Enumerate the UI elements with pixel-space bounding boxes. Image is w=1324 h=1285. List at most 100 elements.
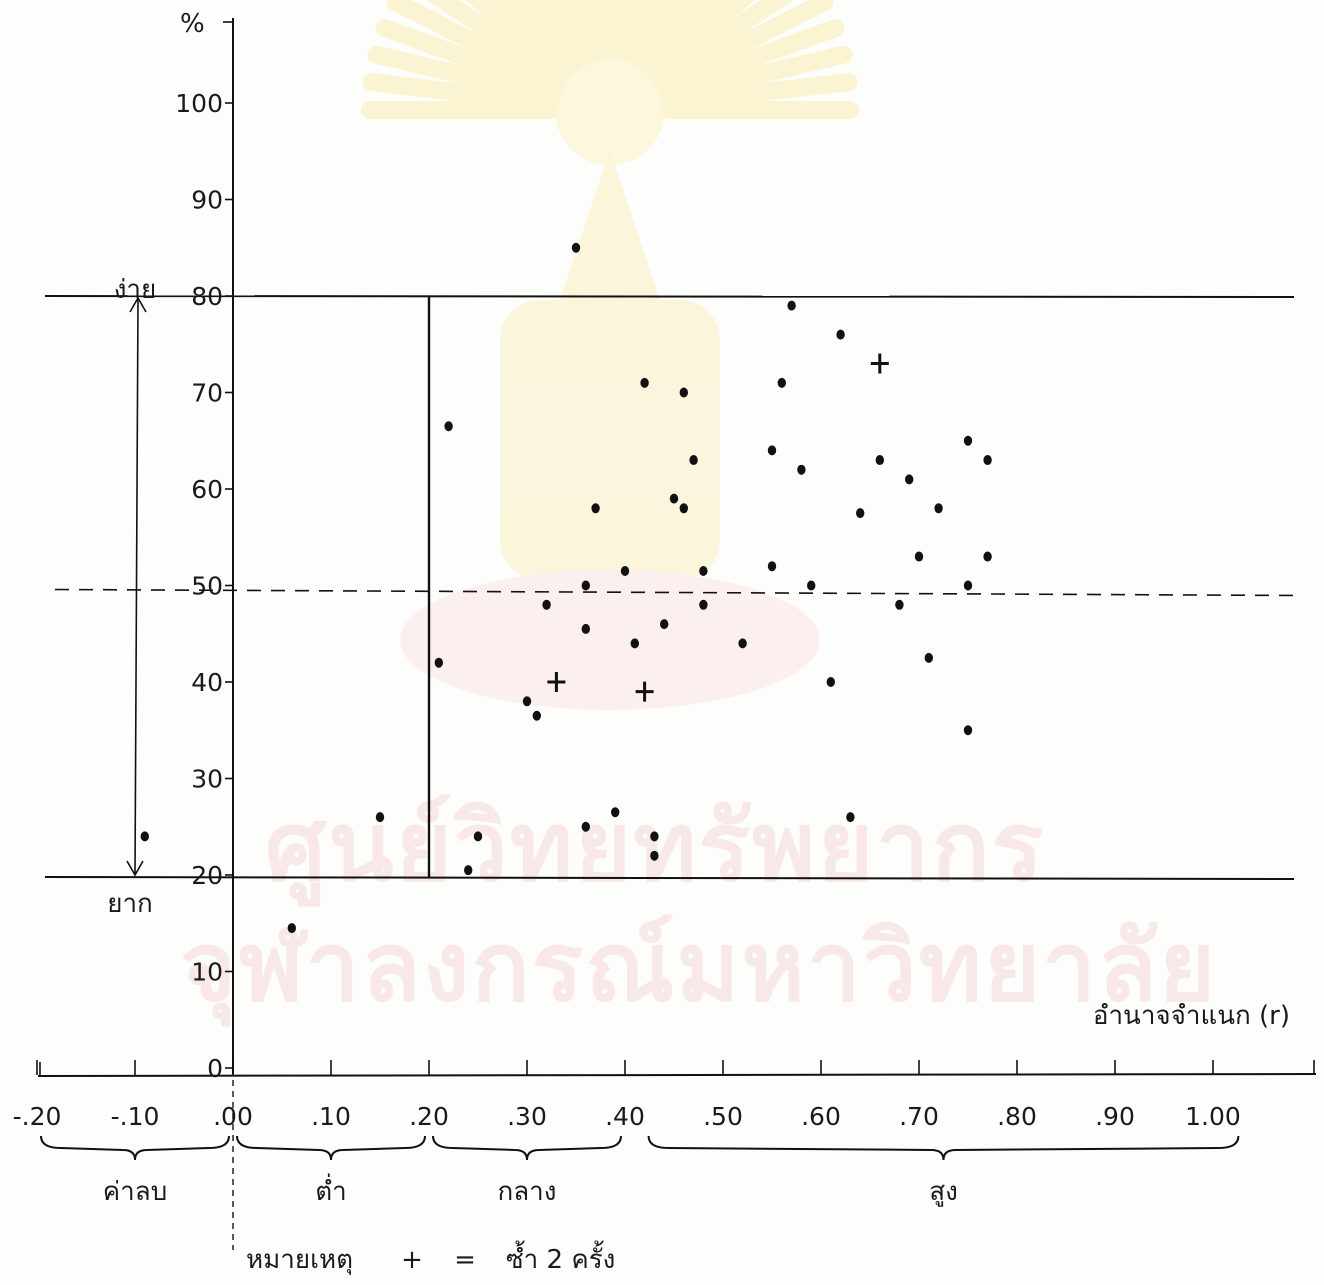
data-point [983, 455, 992, 466]
data-point [375, 812, 385, 823]
seal-ray [624, 0, 668, 64]
x-tick-label: .60 [801, 1102, 841, 1131]
data-point [591, 503, 600, 514]
seal-ray [464, 0, 574, 81]
seal-ray [386, 0, 566, 93]
group-brace [432, 1135, 622, 1161]
arrow-head-up [129, 296, 147, 313]
data-point [532, 710, 541, 721]
data-point [640, 377, 649, 388]
data-point [738, 638, 747, 649]
data-point [846, 812, 855, 823]
note-equals-sign: = [454, 1245, 476, 1275]
data-point [963, 580, 973, 591]
y-tick-label: 10 [191, 958, 223, 987]
university-seal-watermark: ศูนย์วิทยทรัพยากร จุฬาลงกรณ์มหาวิทยาลัย [180, 0, 1217, 1027]
x-tick-label: .90 [1095, 1102, 1135, 1131]
data-point [689, 455, 698, 466]
data-point [669, 493, 679, 504]
note-text: ซ้ำ 2 ครั้ง [506, 1240, 615, 1275]
seal-ray [604, 0, 626, 60]
data-point [905, 474, 914, 485]
y-tick-label: 80 [191, 282, 223, 311]
data-point [963, 435, 973, 446]
data-point [699, 566, 708, 577]
seal-ray [654, 0, 834, 93]
reference-lines [44, 295, 1301, 880]
data-point [856, 508, 865, 519]
data-point [963, 725, 973, 736]
seal-rays [361, 0, 859, 119]
group-label: ต่ำ [315, 1173, 346, 1207]
seal-ray [552, 0, 596, 64]
data-point [611, 807, 620, 818]
x-tick-label: .20 [409, 1102, 449, 1131]
data-point [679, 503, 688, 514]
seal-body [500, 300, 720, 580]
discrimination-groups: ค่าลบ ต่ำ กลาง สูง [40, 1135, 1240, 1207]
x-axis-label: อำนาจจำแนก (r) [1093, 1001, 1290, 1031]
x-tick-label: -.20 [13, 1102, 62, 1131]
data-point [983, 551, 992, 562]
legend-note: หมายเหตุ + = ซ้ำ 2 ครั้ง [246, 1240, 615, 1275]
data-point [914, 551, 924, 562]
seal-ray [516, 0, 584, 71]
data-point [571, 242, 581, 253]
seal-ray [657, 18, 845, 99]
seal-ray [594, 0, 616, 60]
y-tick-label: 30 [191, 765, 223, 794]
axes [37, 18, 1317, 1250]
y-tick-label: 50 [191, 572, 223, 601]
data-point [630, 638, 639, 649]
data-point [581, 623, 590, 634]
data-point [807, 580, 816, 591]
data-point [777, 377, 786, 388]
seal-ray [618, 0, 653, 62]
data-point [542, 599, 551, 610]
group-label: ค่าลบ [103, 1177, 167, 1207]
data-point [287, 923, 296, 934]
hard-threshold-line [44, 876, 1295, 880]
data-points [140, 242, 992, 934]
seal-halo-center [555, 55, 665, 165]
data-point [464, 865, 473, 876]
x-tick-label: -.10 [111, 1102, 160, 1131]
midpoint-dashed-line [54, 588, 1301, 597]
group-brace [40, 1135, 230, 1161]
data-point [875, 455, 884, 466]
y-tick-label: 100 [175, 89, 223, 118]
y-axis-unit-label: % [180, 9, 205, 39]
seal-ray [642, 0, 727, 76]
group-brace [647, 1135, 1240, 1161]
data-point [797, 464, 806, 475]
x-tick-label: .40 [605, 1102, 645, 1131]
x-tick-label: .70 [899, 1102, 939, 1131]
seal-ray [375, 18, 563, 99]
x-axis-ticks: -.20 -.10 .00 .10 .20 .30 .40 .50 .60 .70 .80 .90 1.… [13, 1060, 1315, 1131]
data-point [895, 599, 904, 610]
x-tick-label: .50 [703, 1102, 743, 1131]
seal-ray [651, 0, 794, 87]
data-point [836, 329, 845, 340]
seal-ray [567, 0, 602, 62]
seal-ray [611, 0, 639, 60]
watermark-text-line2: จุฬาลงกรณ์มหาวิทยาลัย [180, 911, 1217, 1027]
data-point [679, 387, 688, 398]
y-axis-ticks: 0 10 20 30 40 50 60 70 80 90 100 [175, 21, 233, 1083]
x-axis-line [37, 1073, 1317, 1077]
arrow-head-down [126, 860, 144, 877]
data-point [934, 503, 943, 514]
data-point [787, 300, 796, 311]
easy-threshold-line [44, 295, 1295, 298]
data-point [767, 561, 777, 572]
data-point-double [635, 681, 654, 702]
y-tick-label: 60 [191, 475, 223, 504]
x-tick-label: 1.00 [1185, 1102, 1241, 1131]
data-point [699, 599, 708, 610]
data-point [826, 677, 835, 687]
seal-ray [636, 0, 704, 71]
group-brace [236, 1135, 426, 1161]
data-point [473, 831, 483, 842]
